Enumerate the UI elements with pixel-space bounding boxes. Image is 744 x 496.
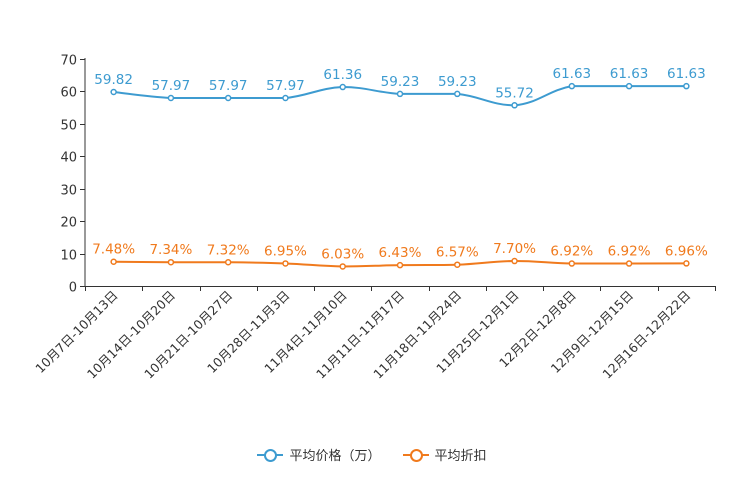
legend-item-avg-price[interactable]: 平均价格（万） bbox=[257, 445, 381, 464]
series-1-data-label: 6.43% bbox=[379, 245, 422, 261]
series-0-data-label: 57.97 bbox=[209, 78, 248, 94]
series-0-data-label: 57.97 bbox=[266, 78, 305, 94]
series-0-point bbox=[568, 82, 576, 90]
y-tick-label: 10 bbox=[60, 249, 77, 264]
series-0-point bbox=[396, 90, 404, 98]
series-1-data-label: 6.95% bbox=[264, 243, 307, 259]
series-1-point bbox=[339, 263, 346, 270]
y-tick-label: 40 bbox=[60, 151, 77, 166]
series-1-point bbox=[454, 261, 461, 268]
series-0-point bbox=[339, 83, 346, 91]
series-1-point bbox=[568, 260, 576, 267]
series-0-point bbox=[224, 94, 232, 102]
series-1-point bbox=[167, 258, 175, 266]
series-1-point bbox=[110, 258, 117, 265]
series-1-data-label: 6.92% bbox=[550, 244, 593, 260]
legend-price-marker-icon bbox=[257, 448, 284, 462]
series-0-point bbox=[683, 82, 690, 90]
legend-discount-marker-icon bbox=[402, 448, 429, 462]
series-0-data-label: 59.82 bbox=[94, 72, 133, 88]
series-1-point bbox=[282, 260, 289, 267]
series-0-point bbox=[282, 94, 289, 102]
legend-item-avg-discount[interactable]: 平均折扣 bbox=[402, 445, 487, 464]
y-tick-label: 70 bbox=[60, 54, 77, 69]
y-tick-label: 60 bbox=[60, 86, 77, 101]
y-tick-label: 30 bbox=[60, 184, 77, 199]
series-1-point bbox=[396, 261, 404, 269]
y-tick-label: 20 bbox=[60, 216, 77, 231]
series-0-data-label: 59.23 bbox=[381, 74, 420, 90]
y-tick-label: 50 bbox=[60, 119, 77, 134]
series-0-data-label: 61.63 bbox=[610, 66, 649, 82]
legend-label-avg-discount: 平均折扣 bbox=[434, 449, 487, 464]
series-0-point bbox=[167, 94, 175, 102]
series-1-data-label: 7.48% bbox=[92, 242, 135, 258]
series-1-point bbox=[683, 260, 690, 267]
series-0-data-label: 55.72 bbox=[495, 85, 534, 101]
series-1-data-label: 6.92% bbox=[608, 244, 651, 260]
series-0-data-label: 61.63 bbox=[667, 66, 706, 82]
series-1-point bbox=[224, 259, 232, 266]
series-1-data-label: 7.34% bbox=[149, 242, 192, 258]
series-1-data-label: 7.32% bbox=[207, 242, 250, 258]
series-0-data-label: 59.23 bbox=[438, 74, 477, 90]
legend: 平均价格（万） 平均折扣 bbox=[0, 445, 744, 464]
series-1-data-label: 6.03% bbox=[321, 246, 364, 262]
series-0-point bbox=[625, 82, 633, 90]
series-1-data-label: 6.96% bbox=[665, 243, 708, 259]
line-chart: 01020304050607010月7日-10月13日10月14日-10月20日… bbox=[32, 54, 716, 382]
y-tick-label: 0 bbox=[69, 281, 77, 296]
series-0-point bbox=[110, 88, 117, 96]
series-0-point bbox=[454, 90, 461, 98]
series-1-point bbox=[511, 257, 518, 265]
series-0-point bbox=[511, 102, 518, 109]
series-1-data-label: 6.57% bbox=[436, 245, 479, 261]
series-1-point bbox=[625, 260, 633, 267]
series-1-data-label: 7.70% bbox=[493, 241, 536, 257]
legend-label-avg-price: 平均价格（万） bbox=[289, 449, 381, 464]
series-0-data-label: 57.97 bbox=[152, 78, 191, 94]
series-0-data-label: 61.63 bbox=[552, 66, 591, 82]
series-0-data-label: 61.36 bbox=[323, 67, 362, 83]
